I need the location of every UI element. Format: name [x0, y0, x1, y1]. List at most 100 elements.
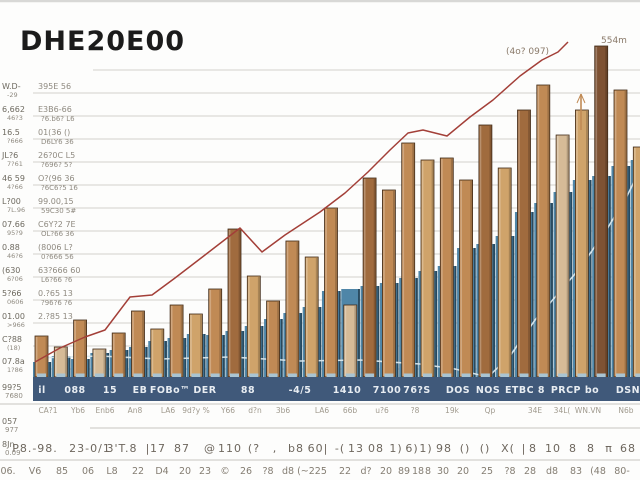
x-axis-label-row1: Enb6 [95, 406, 114, 415]
bar-brown-shadow-edge [257, 277, 260, 376]
bar-brown-highlight-edge [421, 161, 424, 376]
bar-blue-separator [319, 307, 322, 377]
band-tick [345, 373, 355, 377]
x-axis-label-row3: d? [360, 466, 371, 477]
bar-brown-highlight-edge [383, 191, 385, 376]
band-tick [210, 373, 220, 377]
bar-brown-shadow-edge [64, 348, 67, 376]
x-axis-label-row3: d8 [282, 466, 294, 477]
band-label: 76?S [403, 385, 431, 396]
bar-brown-highlight-edge [344, 306, 347, 376]
bar-blue-separator [608, 176, 611, 377]
bar-blue-separator [454, 266, 457, 377]
top-right-annotation: 554m [601, 36, 627, 46]
x-axis-label-row2: 98 [436, 442, 452, 455]
band-label: PRCP bo [551, 385, 599, 396]
bar-blue-separator [551, 203, 553, 377]
x-axis-label-row1: 9d?y % [182, 406, 209, 415]
bar-brown-shadow-edge [470, 181, 473, 376]
bar-brown-highlight-edge [55, 348, 57, 376]
x-axis-label-row2: 110 [218, 442, 242, 455]
bar-blue-separator [242, 331, 245, 377]
x-axis-label-row1: 34L( [554, 406, 571, 415]
x-axis-label-row2: 8 [529, 442, 537, 455]
bar-brown-shadow-edge [122, 334, 125, 376]
x-axis-label-row3: 22 [132, 466, 144, 477]
bar-brown-highlight-edge [595, 47, 598, 376]
bar-blue-separator [338, 291, 341, 377]
bar-brown-shadow-edge [45, 337, 48, 376]
bar-blue-separator [435, 271, 438, 377]
spike-artifact-tick [580, 93, 586, 104]
band-tick [307, 373, 317, 377]
x-axis-label-row3: 20 [380, 466, 392, 477]
bar-blue-separator [68, 356, 71, 377]
x-axis-label-row3: 06. [0, 466, 15, 477]
y-axis-label-main: 01.00 [2, 312, 25, 321]
band-tick [152, 373, 162, 377]
x-axis-label-row2: @ [204, 442, 216, 455]
y-axis-label-main: JL?6 [1, 151, 18, 160]
band-tick [37, 373, 46, 377]
bar-blue-separator [358, 289, 360, 377]
x-axis-label-row2: 3'T.8 [107, 442, 138, 455]
x-axis-label-row2: 87 [174, 442, 190, 455]
band-label: 15 [103, 385, 117, 396]
y-axis-label-sub: O?(96 36 [38, 174, 75, 183]
bar-blue-separator [589, 180, 592, 377]
x-axis-label-row1: u?6 [375, 406, 389, 415]
x-axis-label-row1: An8 [128, 406, 143, 415]
bar-blue-separator [377, 286, 380, 377]
x-axis-label-row3: 8 [425, 466, 431, 477]
bar-blue-separator [473, 248, 476, 377]
bar-blue-separator [203, 334, 206, 377]
band-label: FOBo™ [150, 385, 190, 396]
x-axis-label-row2: 23-0/1 [69, 442, 111, 455]
x-axis-label-row3: 25 [481, 466, 493, 477]
bar-blue-separator [396, 283, 399, 377]
y-axis-label-sub: C6Y?2 7E [38, 220, 76, 229]
left-footer-label: 057 [2, 417, 17, 426]
band-tick [577, 373, 587, 377]
bar-blue-separator [126, 350, 129, 377]
bar-brown-highlight-edge [634, 148, 636, 376]
x-axis-label-row2: 1) [419, 442, 432, 455]
y-axis-label-main-sub: -29 [7, 91, 18, 99]
bar-brown-shadow-edge [489, 126, 492, 376]
x-axis-label-row2: 8 [587, 442, 595, 455]
x-axis-label-row2: 17 [150, 442, 166, 455]
bar-brown-shadow-edge [103, 350, 106, 376]
bar-brown-highlight-edge [267, 302, 269, 376]
band-tick [423, 373, 432, 377]
x-axis-label-row2: 60| [308, 442, 329, 455]
x-axis-label-row3: ?8 [262, 466, 273, 477]
x-axis-label-row3: 23 [199, 466, 211, 477]
x-axis-label-row3: d8 [546, 466, 558, 477]
y-axis-label-sub: 2.?85 13 [38, 312, 73, 321]
bar-brown-highlight-edge [74, 321, 76, 376]
bar-blue-separator [145, 347, 148, 377]
band-tick [500, 373, 510, 377]
bar-brown-highlight-edge [499, 169, 501, 376]
left-footer-label-sub: 977 [5, 426, 18, 434]
bar-brown-highlight-edge [325, 209, 327, 376]
band-tick [326, 373, 336, 377]
x-axis-label-row1: LA6 [315, 406, 329, 415]
bar-brown-highlight-edge [518, 111, 520, 376]
red-trend-line [34, 41, 569, 363]
y-axis-label-sub2: ?696? 5? [41, 161, 72, 169]
y-axis-label-main: 07.8a [2, 357, 25, 366]
band-label: ETBC 8 [505, 385, 545, 396]
x-axis-label-row1: 3b6 [276, 406, 291, 415]
bar-brown-highlight-edge [170, 306, 173, 376]
band-label: 1410 [333, 385, 361, 396]
x-axis-label-row2: π [605, 442, 613, 455]
peak-annotation: (4o? 097) [506, 47, 550, 57]
x-axis-label-row2: 8 [569, 442, 577, 455]
y-axis-label-main: 6,662 [2, 105, 25, 114]
x-axis-label-row2: b8 [288, 442, 304, 455]
y-axis-label-main-sub: 6?06 [7, 275, 23, 283]
x-axis-label-row2: 08 [368, 442, 384, 455]
bar-brown-shadow-edge [142, 312, 145, 376]
